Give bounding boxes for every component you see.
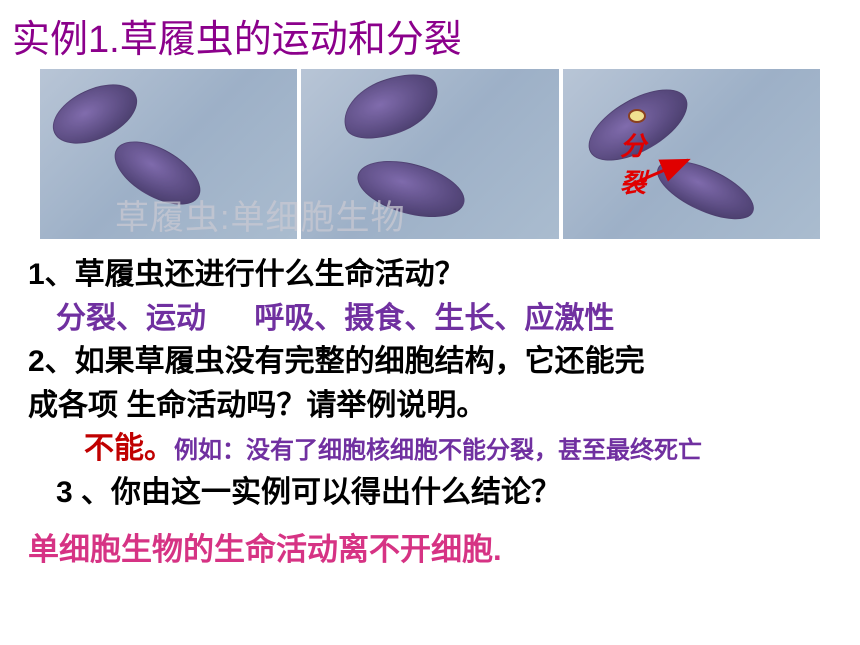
question-3: 3 、你由这一实例可以得出什么结论？ — [28, 471, 832, 515]
question-2-line2: 成各项 生命活动吗？请举例说明。 — [28, 384, 832, 428]
slide-title: 实例1.草履虫的运动和分裂 — [0, 0, 860, 69]
question-2-line1: 2、如果草履虫没有完整的细胞结构，它还能完 — [28, 340, 832, 384]
conclusion-text: 单细胞生物的生命活动离不开细胞. — [0, 514, 860, 569]
qa-section: 1、草履虫还进行什么生命活动？ 分裂、运动 呼吸、摄食、生长、应激性 2、如果草… — [0, 249, 860, 514]
answer-1-part1: 分裂、运动 — [56, 302, 206, 335]
question-1: 1、草履虫还进行什么生命活动？ — [28, 253, 832, 297]
image-caption-overlay: 草履虫:单细胞生物 — [115, 190, 405, 239]
arrow-icon — [630, 154, 700, 194]
microscopy-image-row: 分裂 草履虫:单细胞生物 — [0, 69, 860, 249]
answer-2-red: 不能。 — [84, 432, 174, 465]
answer-2-rest: 例如：没有了细胞核细胞不能分裂，甚至最终死亡 — [174, 437, 702, 464]
answer-1-part2: 呼吸、摄食、生长、应激性 — [254, 302, 614, 335]
